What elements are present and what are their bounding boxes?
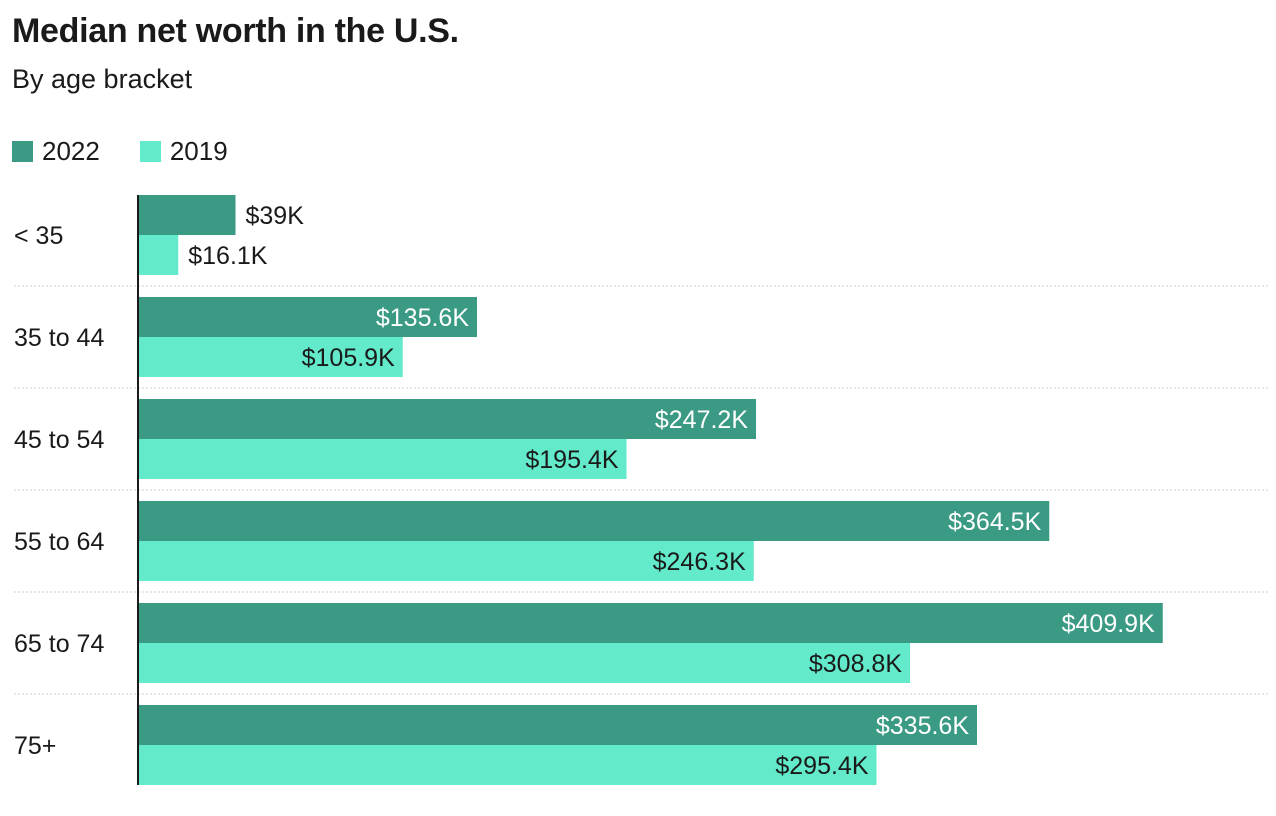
bar-2022-45-to-54 (138, 399, 756, 439)
bar-2022-65-to-74 (138, 603, 1163, 643)
category-label-under-35: < 35 (14, 222, 63, 250)
data-label-2022-75: $335.6K (876, 712, 969, 740)
bar-2019-75 (138, 745, 877, 785)
bar-2019-under-35 (138, 235, 179, 275)
data-label-2022-35-to-44: $135.6K (376, 304, 469, 332)
data-label-2019-65-to-74: $308.8K (809, 650, 902, 678)
bar-2019-55-to-64 (138, 541, 754, 581)
category-label-55-to-64: 55 to 64 (14, 528, 104, 556)
data-label-2019-under-35: $16.1K (188, 242, 268, 270)
data-label-2019-45-to-54: $195.4K (525, 446, 618, 474)
bar-2022-35-to-44 (138, 297, 477, 337)
data-label-2022-55-to-64: $364.5K (948, 508, 1041, 536)
category-label-65-to-74: 65 to 74 (14, 630, 104, 658)
bar-2022-55-to-64 (138, 501, 1050, 541)
chart-subtitle: By age bracket (12, 64, 193, 94)
bar-2019-35-to-44 (138, 337, 403, 377)
category-label-35-to-44: 35 to 44 (14, 324, 104, 352)
bar-2022-under-35 (138, 195, 236, 235)
bar-2019-65-to-74 (138, 643, 910, 683)
data-label-2022-under-35: $39K (246, 202, 305, 230)
legend-swatch-2022 (12, 141, 33, 162)
chart-title: Median net worth in the U.S. (12, 12, 459, 50)
legend: 2022 2019 (12, 136, 268, 167)
data-label-2019-55-to-64: $246.3K (653, 548, 746, 576)
bar-2022-75 (138, 705, 977, 745)
data-label-2019-35-to-44: $105.9K (302, 344, 395, 372)
data-label-2022-45-to-54: $247.2K (655, 406, 748, 434)
data-label-2022-65-to-74: $409.9K (1062, 610, 1155, 638)
legend-swatch-2019 (139, 141, 161, 162)
legend-label-2022: 2022 (42, 136, 100, 166)
legend-item-2019: 2019 (139, 136, 228, 167)
bar-2019-45-to-54 (138, 439, 627, 479)
category-label-45-to-54: 45 to 54 (14, 426, 104, 454)
legend-item-2022: 2022 (12, 136, 100, 167)
legend-label-2019: 2019 (169, 136, 228, 166)
data-label-2019-75: $295.4K (775, 752, 868, 780)
category-label-75: 75+ (14, 732, 56, 760)
